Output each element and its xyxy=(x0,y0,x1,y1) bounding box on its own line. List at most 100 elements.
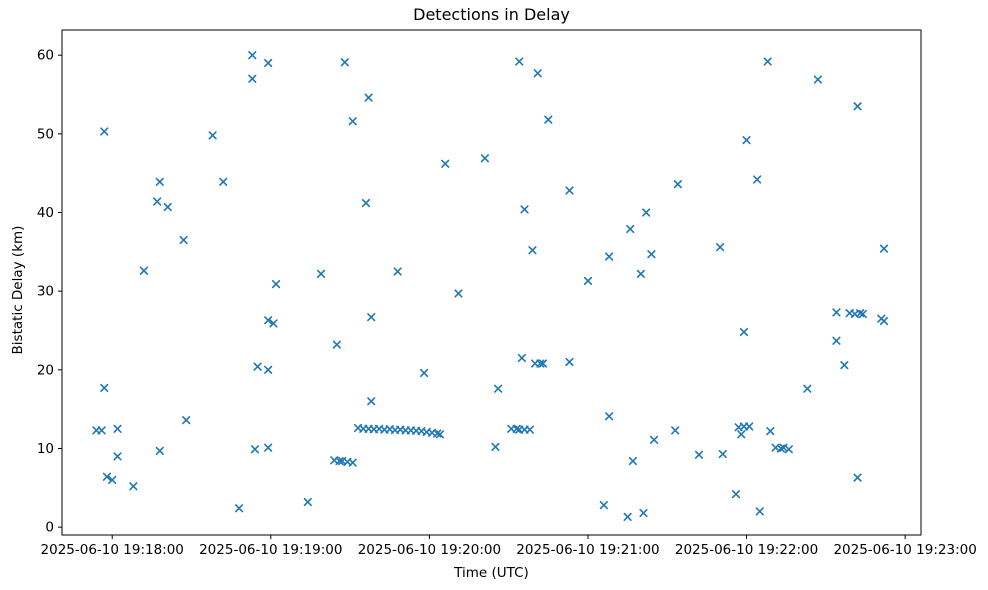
data-point-marker xyxy=(739,327,749,337)
data-point-marker xyxy=(745,422,754,431)
data-point-marker xyxy=(742,136,751,145)
data-point-marker xyxy=(671,426,680,435)
plot-area xyxy=(61,29,922,536)
data-point-marker xyxy=(642,208,651,217)
chart-title: Detections in Delay xyxy=(413,5,570,24)
data-point-marker xyxy=(219,177,228,186)
data-point-marker xyxy=(393,267,402,276)
y-tick-label: 10 xyxy=(37,441,54,457)
y-tick-label: 30 xyxy=(37,284,54,300)
data-point-marker xyxy=(639,508,648,518)
data-point-marker xyxy=(753,175,762,184)
data-point-marker xyxy=(853,473,862,482)
data-point-marker xyxy=(538,359,548,368)
data-point-marker xyxy=(250,445,260,454)
data-point-marker xyxy=(731,489,741,499)
data-point-marker xyxy=(605,412,614,421)
data-point-marker xyxy=(113,424,122,433)
data-point-marker xyxy=(832,336,841,345)
x-tick-label: 2025-06-10 19:19:00 xyxy=(199,542,342,558)
data-point-marker xyxy=(264,365,273,374)
data-point-marker xyxy=(784,445,793,454)
data-point-marker xyxy=(253,362,262,371)
data-point-marker xyxy=(182,416,191,425)
data-point-marker xyxy=(316,269,326,278)
data-point-marker xyxy=(626,224,635,234)
data-point-marker xyxy=(813,75,823,84)
data-point-marker xyxy=(340,58,349,67)
data-point-marker xyxy=(716,243,725,252)
data-point-marker xyxy=(737,430,746,439)
data-point-marker xyxy=(332,340,341,349)
data-point-marker xyxy=(97,426,106,435)
data-point-marker xyxy=(605,252,614,261)
data-point-marker xyxy=(763,57,772,66)
data-point-marker xyxy=(544,115,553,124)
x-tick-label: 2025-06-10 19:18:00 xyxy=(41,542,184,558)
x-tick-label: 2025-06-10 19:21:00 xyxy=(516,542,659,558)
data-point-marker xyxy=(335,456,344,466)
y-tick-label: 60 xyxy=(37,48,54,64)
data-point-marker xyxy=(348,458,357,467)
data-point-marker xyxy=(528,246,537,255)
data-point-marker xyxy=(649,435,659,444)
data-point-marker xyxy=(480,154,489,163)
data-point-marker xyxy=(179,235,188,245)
y-tick-label: 20 xyxy=(37,362,54,378)
data-point-marker xyxy=(361,198,371,208)
data-point-marker xyxy=(113,452,122,461)
data-point-marker xyxy=(840,360,849,370)
data-point-marker xyxy=(515,57,524,66)
data-point-marker xyxy=(420,368,429,378)
data-point-marker xyxy=(155,177,164,186)
data-point-marker xyxy=(599,501,608,510)
y-axis-label: Bistatic Delay (km) xyxy=(10,225,26,355)
data-point-marker xyxy=(525,425,534,434)
data-point-marker xyxy=(694,450,704,459)
data-point-marker xyxy=(269,319,278,328)
data-point-marker xyxy=(853,102,862,111)
data-point-marker xyxy=(647,250,656,259)
data-point-marker xyxy=(100,127,109,136)
data-point-marker xyxy=(367,397,376,406)
data-point-marker xyxy=(367,313,376,322)
data-point-marker xyxy=(129,482,138,491)
y-tick-label: 50 xyxy=(37,126,54,142)
x-axis-label: Time (UTC) xyxy=(454,565,529,581)
data-point-marker xyxy=(102,472,112,481)
data-point-marker xyxy=(565,186,574,195)
data-point-marker xyxy=(718,449,727,459)
data-point-marker xyxy=(139,266,149,275)
data-point-marker xyxy=(858,309,867,319)
data-point-marker xyxy=(832,308,841,317)
x-tick-label: 2025-06-10 19:20:00 xyxy=(358,542,501,558)
data-point-marker xyxy=(623,512,632,522)
data-point-marker xyxy=(755,507,764,516)
data-point-marker xyxy=(271,279,281,289)
data-point-marker xyxy=(803,384,812,393)
data-point-marker xyxy=(520,205,529,214)
data-point-marker xyxy=(153,197,162,206)
data-point-marker xyxy=(100,383,109,393)
data-point-marker xyxy=(248,51,257,60)
data-point-marker xyxy=(264,58,273,68)
data-point-marker xyxy=(208,131,217,140)
data-point-marker xyxy=(248,74,257,83)
data-point-marker xyxy=(264,316,273,325)
data-point-marker xyxy=(879,316,889,326)
data-point-marker xyxy=(766,427,775,436)
data-point-marker xyxy=(536,359,545,368)
data-point-marker xyxy=(583,276,593,286)
data-point-marker xyxy=(533,69,542,78)
data-point-marker xyxy=(636,269,645,278)
data-point-marker xyxy=(264,443,273,452)
data-point-marker xyxy=(155,446,164,455)
data-point-marker xyxy=(441,159,450,168)
data-point-marker xyxy=(435,430,445,439)
data-point-marker xyxy=(303,497,312,507)
data-point-marker xyxy=(565,357,574,367)
x-tick-label: 2025-06-10 19:23:00 xyxy=(833,542,976,558)
data-point-marker xyxy=(163,202,172,212)
